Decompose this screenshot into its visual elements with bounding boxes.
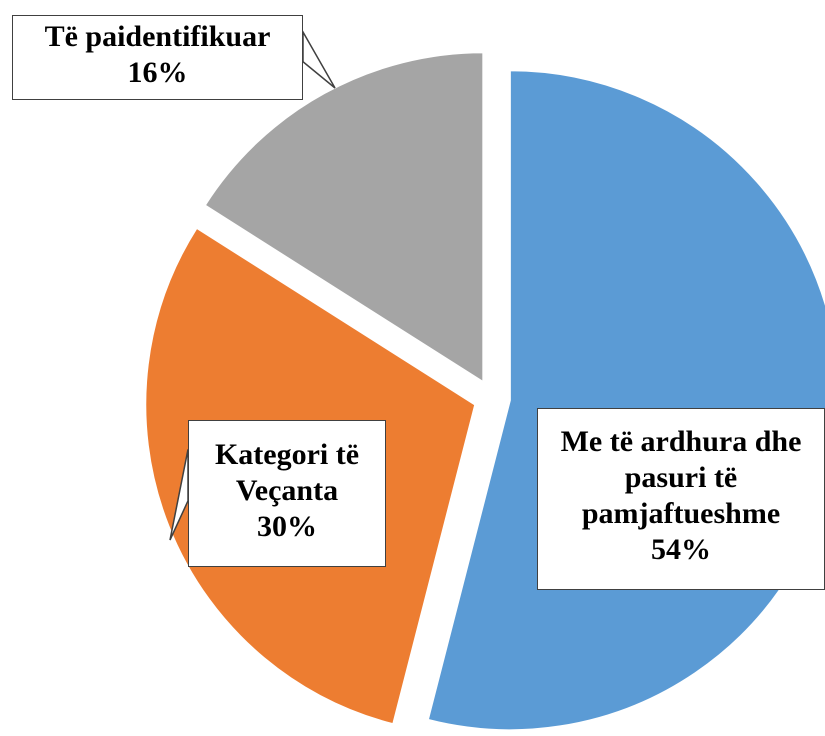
callout-pointer <box>302 29 336 89</box>
pie-slice <box>203 51 485 385</box>
data-label: Me të ardhura dhe pasuri të pamjaftueshm… <box>537 408 825 590</box>
data-label: Të paidentifikuar 16% <box>12 15 303 100</box>
category-label: Me të ardhura dhe pasuri të pamjaftueshm… <box>560 425 802 530</box>
value-label: 16% <box>127 55 188 89</box>
category-label: Kategori të Veçanta <box>214 437 360 507</box>
pie-slice <box>426 69 825 732</box>
data-label: Kategori të Veçanta 30% <box>188 420 386 567</box>
value-label: 54% <box>651 533 711 566</box>
category-label: Të paidentifikuar <box>44 19 271 53</box>
value-label: 30% <box>257 509 317 543</box>
